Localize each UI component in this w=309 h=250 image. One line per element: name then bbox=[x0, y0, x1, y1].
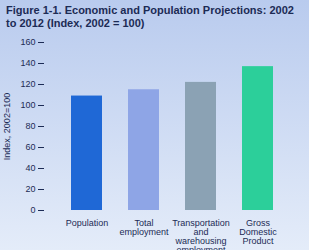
svg-text:Totalemployment: Totalemployment bbox=[119, 218, 169, 237]
svg-text:80: 80 bbox=[25, 121, 35, 131]
svg-text:120: 120 bbox=[20, 79, 35, 89]
svg-text:140: 140 bbox=[20, 58, 35, 68]
svg-text:GrossDomesticProduct: GrossDomesticProduct bbox=[239, 218, 277, 246]
html-text:Figure 1-1. Economic and Popul: Figure 1-1. Economic and Population Proj… bbox=[6, 4, 294, 29]
svg-text:Transportationandwarehousingem: Transportationandwarehousingemployment bbox=[172, 218, 230, 250]
svg-text:Index, 2002=100: Index, 2002=100 bbox=[2, 93, 12, 160]
svg-text:0: 0 bbox=[30, 205, 35, 215]
svg-text:20: 20 bbox=[25, 184, 35, 194]
svg-text:60: 60 bbox=[25, 142, 35, 152]
svg-text:Population: Population bbox=[66, 218, 109, 228]
svg-text:160: 160 bbox=[20, 37, 35, 47]
svg-text:40: 40 bbox=[25, 163, 35, 173]
svg-text:100: 100 bbox=[20, 100, 35, 110]
